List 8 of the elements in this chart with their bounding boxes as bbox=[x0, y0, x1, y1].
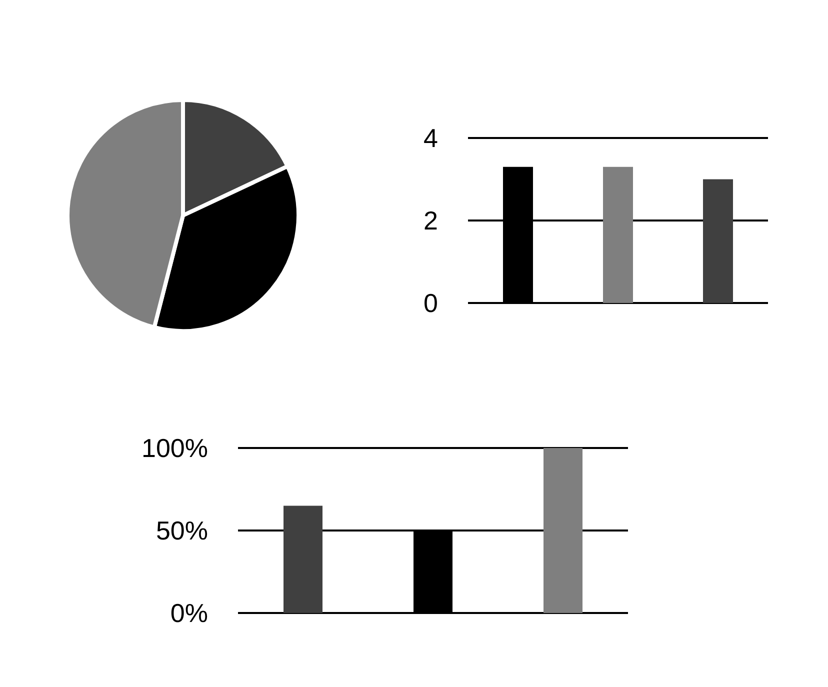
y-tick-label: 100% bbox=[142, 433, 208, 464]
y-tick-label: 4 bbox=[424, 123, 438, 154]
bar bbox=[544, 448, 582, 613]
y-tick-label: 50% bbox=[156, 516, 208, 546]
y-tick-label: 0 bbox=[424, 288, 438, 318]
y-tick-label: 2 bbox=[424, 206, 438, 236]
bar bbox=[284, 506, 322, 613]
y-tick-label: 0% bbox=[170, 598, 208, 628]
